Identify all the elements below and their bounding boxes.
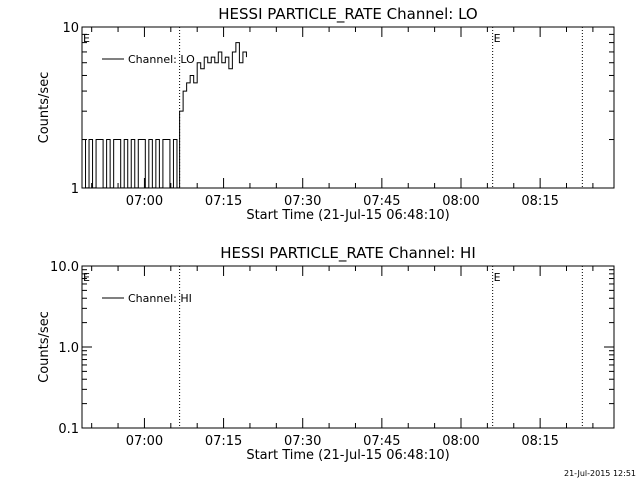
edge-marker-label: E — [83, 32, 90, 45]
y-axis-label: Counts/sec — [37, 311, 52, 383]
chart-title: HESSI PARTICLE_RATE Channel: LO — [218, 5, 477, 24]
x-axis-label: Start Time (21-Jul-15 06:48:10) — [246, 448, 449, 463]
chart-title: HESSI PARTICLE_RATE Channel: HI — [220, 244, 476, 263]
x-tick-label: 08:00 — [442, 434, 479, 449]
legend-label: Channel: LO — [128, 53, 195, 66]
x-tick-label: 07:45 — [363, 434, 400, 449]
y-tick-label: 1 — [71, 182, 79, 197]
x-tick-label: 07:00 — [126, 434, 163, 449]
x-tick-label: 07:30 — [284, 194, 321, 209]
time-marker-label: E — [494, 32, 501, 45]
x-tick-label: 07:15 — [205, 434, 242, 449]
legend-label: Channel: HI — [128, 292, 192, 305]
x-tick-label: 08:15 — [521, 194, 558, 209]
series-line — [82, 42, 247, 189]
y-tick-label: 1.0 — [58, 341, 79, 356]
x-tick-label: 08:00 — [442, 194, 479, 209]
y-axis-label: Counts/sec — [37, 72, 52, 144]
y-tick-label: 10 — [62, 21, 79, 36]
plot-frame — [81, 26, 615, 189]
time-marker-label: E — [494, 271, 501, 284]
x-tick-label: 08:15 — [521, 434, 558, 449]
x-tick-label: 07:45 — [363, 194, 400, 209]
y-tick-label: 10.0 — [50, 260, 79, 275]
plot-frame — [81, 265, 615, 429]
edge-marker-label: E — [83, 271, 90, 284]
y-tick-label: 0.1 — [58, 422, 79, 437]
x-tick-label: 07:30 — [284, 434, 321, 449]
x-axis-label: Start Time (21-Jul-15 06:48:10) — [246, 208, 449, 223]
footer-timestamp: 21-Jul-2015 12:51 — [564, 469, 636, 478]
x-tick-label: 07:15 — [205, 194, 242, 209]
x-tick-label: 07:00 — [126, 194, 163, 209]
